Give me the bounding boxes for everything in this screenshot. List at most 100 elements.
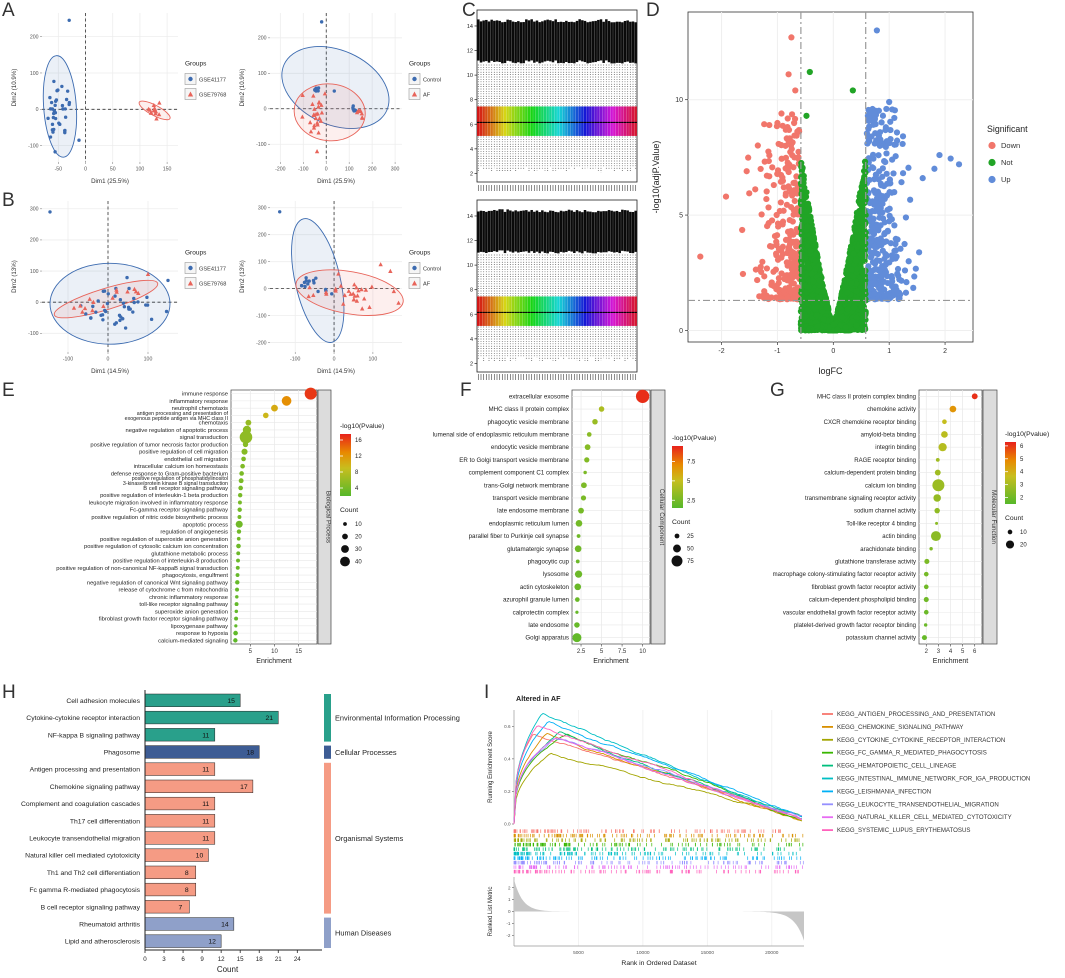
svg-text:potassium channel activity: potassium channel activity [846, 636, 916, 642]
svg-text:late endosome: late endosome [528, 622, 569, 629]
panel-label-g: G [770, 380, 785, 401]
svg-text:-200: -200 [256, 340, 266, 346]
svg-text:regulation of angiogenesis: regulation of angiogenesis [160, 530, 228, 536]
svg-text:transmembrane signaling recept: transmembrane signaling receptor activit… [805, 496, 916, 502]
svg-text:100: 100 [258, 71, 267, 77]
svg-text:extracellular exosome: extracellular exosome [509, 393, 570, 400]
svg-text:Count: Count [1005, 515, 1023, 522]
svg-text:14: 14 [467, 214, 473, 220]
svg-text:Dim1 (14.5%): Dim1 (14.5%) [91, 368, 129, 375]
svg-text:0: 0 [333, 357, 336, 363]
svg-text:Dim1 (14.5%): Dim1 (14.5%) [317, 368, 355, 375]
svg-text:endothelial cell migration: endothelial cell migration [164, 457, 228, 463]
svg-text:trans-Golgi network membrane: trans-Golgi network membrane [484, 482, 569, 489]
svg-text:Complement and coagulation cas: Complement and coagulation cascades [21, 801, 141, 808]
svg-text:-100: -100 [28, 331, 38, 337]
svg-text:Toll-like receptor 4 binding: Toll-like receptor 4 binding [846, 521, 916, 527]
svg-text:100: 100 [258, 259, 267, 265]
svg-text:positive regulation of cytosol: positive regulation of cytosolic calcium… [84, 544, 228, 550]
svg-text:10: 10 [355, 522, 362, 528]
svg-text:2: 2 [470, 171, 473, 177]
svg-text:0.2: 0.2 [504, 789, 511, 794]
svg-text:lumenal side of endoplasmic re: lumenal side of endoplasmic reticulum me… [433, 431, 570, 438]
svg-text:Control: Control [423, 267, 441, 273]
svg-text:30: 30 [355, 547, 362, 553]
svg-text:Enrichment: Enrichment [593, 658, 628, 665]
svg-text:6: 6 [1020, 444, 1024, 450]
svg-text:release of cytochrome c from m: release of cytochrome c from mitochondri… [118, 588, 228, 594]
svg-text:6: 6 [973, 649, 977, 655]
go-cellular-component-dotplot: 2.5 5 7.5 10 extracellular exosome MHC class … [433, 389, 716, 665]
svg-text:-100: -100 [28, 143, 38, 149]
svg-text:fibroblast growth factor recep: fibroblast growth factor receptor activi… [812, 585, 916, 591]
svg-text:positive regulation of interle: positive regulation of interleukin-1 bet… [100, 493, 228, 499]
svg-text:4: 4 [470, 147, 473, 153]
svg-text:-log10(adjP.Value): -log10(adjP.Value) [651, 141, 661, 214]
svg-text:transport vesicle membrane: transport vesicle membrane [493, 495, 570, 502]
svg-text:fibroblast growth factor recep: fibroblast growth factor receptor signal… [99, 617, 228, 623]
svg-text:3-kinase/protein kinase B sign: 3-kinase/protein kinase B signal transdu… [123, 481, 228, 487]
svg-text:sodium channel activity: sodium channel activity [854, 509, 916, 515]
svg-text:200: 200 [258, 233, 267, 239]
svg-text:Count: Count [672, 519, 690, 526]
svg-text:glutathione transferase activi: glutathione transferase activity [835, 559, 916, 565]
svg-text:11: 11 [202, 836, 209, 843]
svg-text:lysosome: lysosome [543, 571, 570, 578]
svg-text:chemokine activity: chemokine activity [867, 407, 916, 413]
svg-text:Dim1 (25.5%): Dim1 (25.5%) [317, 178, 355, 185]
svg-text:endoplasmic reticulum lumen: endoplasmic reticulum lumen [489, 520, 570, 527]
svg-text:arachidonate binding: arachidonate binding [860, 547, 916, 553]
svg-text:12: 12 [467, 49, 473, 55]
svg-text:inflammatory response: inflammatory response [169, 399, 228, 405]
svg-text:Enrichment: Enrichment [933, 658, 968, 665]
panel-label-b: B [2, 190, 15, 211]
svg-text:5: 5 [249, 649, 253, 655]
svg-text:15: 15 [295, 649, 302, 655]
svg-text:10: 10 [639, 649, 646, 655]
svg-text:4: 4 [949, 649, 953, 655]
svg-text:logFC: logFC [818, 366, 843, 376]
svg-text:6: 6 [470, 122, 473, 128]
svg-text:-100: -100 [290, 357, 300, 363]
svg-text:Dim2 (10.9%): Dim2 (10.9%) [239, 69, 246, 107]
svg-text:-log10(Pvalue): -log10(Pvalue) [672, 435, 716, 442]
svg-text:Enrichment: Enrichment [256, 658, 291, 665]
svg-text:GSE79768: GSE79768 [199, 93, 226, 99]
svg-text:0: 0 [143, 956, 147, 963]
svg-text:11: 11 [202, 818, 209, 825]
svg-text:superoxide anion generation: superoxide anion generation [155, 609, 228, 615]
svg-text:defense response to Gram-posit: defense response to Gram-positive bacter… [111, 471, 228, 477]
svg-text:0: 0 [36, 300, 39, 306]
svg-text:11: 11 [202, 801, 209, 808]
svg-text:16: 16 [355, 438, 362, 444]
svg-text:Leukocyte transendothelial mig: Leukocyte transendothelial migration [29, 836, 140, 843]
svg-text:MHC class II protein complex: MHC class II protein complex [489, 406, 570, 413]
svg-text:100: 100 [136, 167, 145, 173]
svg-text:21: 21 [265, 715, 273, 722]
svg-text:18: 18 [246, 750, 254, 757]
svg-text:14: 14 [467, 24, 473, 30]
svg-text:7.5: 7.5 [618, 649, 627, 655]
svg-text:8: 8 [470, 288, 473, 294]
svg-text:positive regulation of phospha: positive regulation of phosphatidylinosi… [132, 476, 228, 482]
svg-text:200: 200 [368, 167, 377, 173]
svg-text:Th17 cell differentiation: Th17 cell differentiation [70, 818, 140, 825]
svg-text:5: 5 [600, 649, 604, 655]
svg-text:200: 200 [30, 34, 39, 40]
svg-text:2.5: 2.5 [687, 498, 696, 504]
svg-text:3: 3 [937, 649, 941, 655]
svg-text:50: 50 [687, 547, 694, 553]
svg-text:Dim2 (13%): Dim2 (13%) [11, 260, 18, 293]
svg-text:17: 17 [240, 784, 248, 791]
svg-text:lipoxygenase pathway: lipoxygenase pathway [171, 624, 228, 630]
svg-text:7.5: 7.5 [687, 460, 696, 466]
svg-text:antigen processing and present: antigen processing and presentation of [137, 411, 229, 417]
svg-text:18: 18 [256, 956, 263, 963]
svg-text:-log10(Pvalue): -log10(Pvalue) [1005, 431, 1049, 438]
panel-label-i: I [484, 682, 490, 703]
svg-text:Rheumatoid arthritis: Rheumatoid arthritis [79, 922, 140, 929]
svg-text:GSE41177: GSE41177 [199, 78, 226, 84]
svg-text:macrophage colony-stimulating: macrophage colony-stimulating factor rec… [773, 572, 916, 578]
svg-text:5: 5 [679, 212, 683, 219]
svg-text:amyloid-beta binding: amyloid-beta binding [861, 432, 916, 438]
